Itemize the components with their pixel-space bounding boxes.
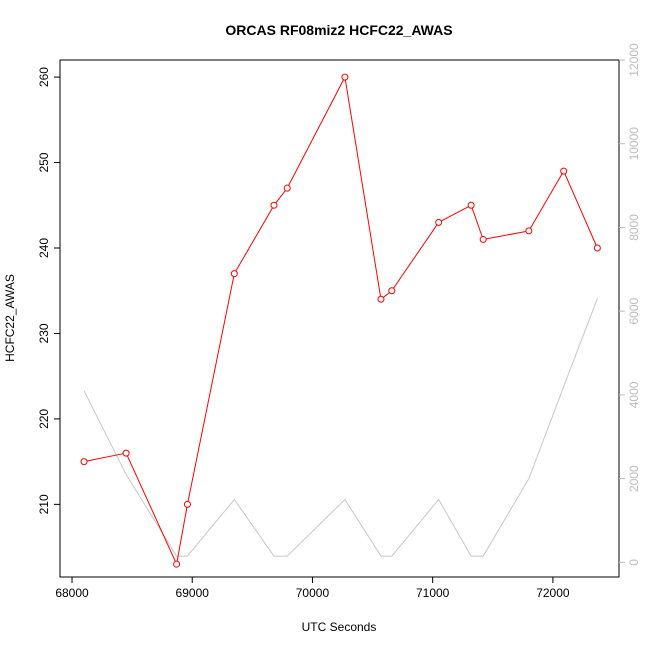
data-point [525, 227, 533, 235]
series-line-segment [235, 207, 273, 272]
y-axis-label: HCFC22_AWAS [3, 274, 17, 362]
x-tick-label: 70000 [296, 586, 330, 600]
secondary-series-line [83, 298, 598, 557]
series-line-segment [529, 173, 563, 229]
series-line-segment [383, 292, 390, 298]
x-tick-label: 69000 [176, 586, 210, 600]
y2-tick-label: 2000 [627, 465, 641, 492]
series-line-segment [126, 455, 176, 562]
data-point [230, 270, 238, 278]
x-tick-label: 72000 [536, 586, 570, 600]
y2-tick-label: 12000 [627, 43, 641, 77]
data-point [283, 184, 291, 192]
data-point [479, 235, 487, 243]
data-point [183, 500, 191, 508]
series-line-segment [86, 453, 124, 462]
series-line-segment [564, 173, 597, 246]
y2-tick-label: 8000 [627, 214, 641, 241]
data-point [270, 201, 278, 209]
y2-tick-label: 4000 [627, 381, 641, 408]
y-tick-label: 240 [37, 238, 51, 258]
series-line-segment [176, 507, 188, 562]
series-group [80, 73, 601, 568]
x-tick-label: 71000 [416, 586, 450, 600]
data-point [377, 295, 385, 303]
y2-tick-label: 10000 [627, 127, 641, 161]
y-tick-label: 260 [37, 67, 51, 87]
series-line-segment [441, 206, 469, 222]
data-point [173, 560, 181, 568]
data-point [388, 287, 396, 295]
x-axis-label: UTC Seconds [302, 620, 377, 634]
data-point [560, 167, 568, 175]
series-line-segment [288, 79, 344, 186]
series-line-segment [344, 79, 381, 297]
plot-frame [59, 59, 620, 578]
y-tick-label: 250 [37, 152, 51, 172]
data-point [435, 218, 443, 226]
series-line-segment [393, 224, 438, 289]
y-tick-label: 210 [37, 494, 51, 514]
chart-title: ORCAS RF08miz2 HCFC22_AWAS [225, 22, 452, 38]
y-tick-label: 220 [37, 409, 51, 429]
axes: 68000 69000 70000 71000 72000 210 220 230 240 250… [37, 43, 641, 600]
data-point [80, 458, 88, 466]
data-point [341, 73, 349, 81]
x-tick-label: 68000 [55, 586, 89, 600]
series-line-segment [471, 207, 483, 237]
data-point [467, 201, 475, 209]
series-line-segment [187, 276, 235, 502]
series-line-segment [275, 190, 286, 204]
y2-tick-label: 0 [627, 559, 641, 566]
data-point [593, 244, 601, 252]
data-point [122, 449, 130, 457]
y2-tick-label: 6000 [627, 298, 641, 325]
series-line-segment [486, 230, 526, 240]
y-tick-label: 230 [37, 323, 51, 343]
